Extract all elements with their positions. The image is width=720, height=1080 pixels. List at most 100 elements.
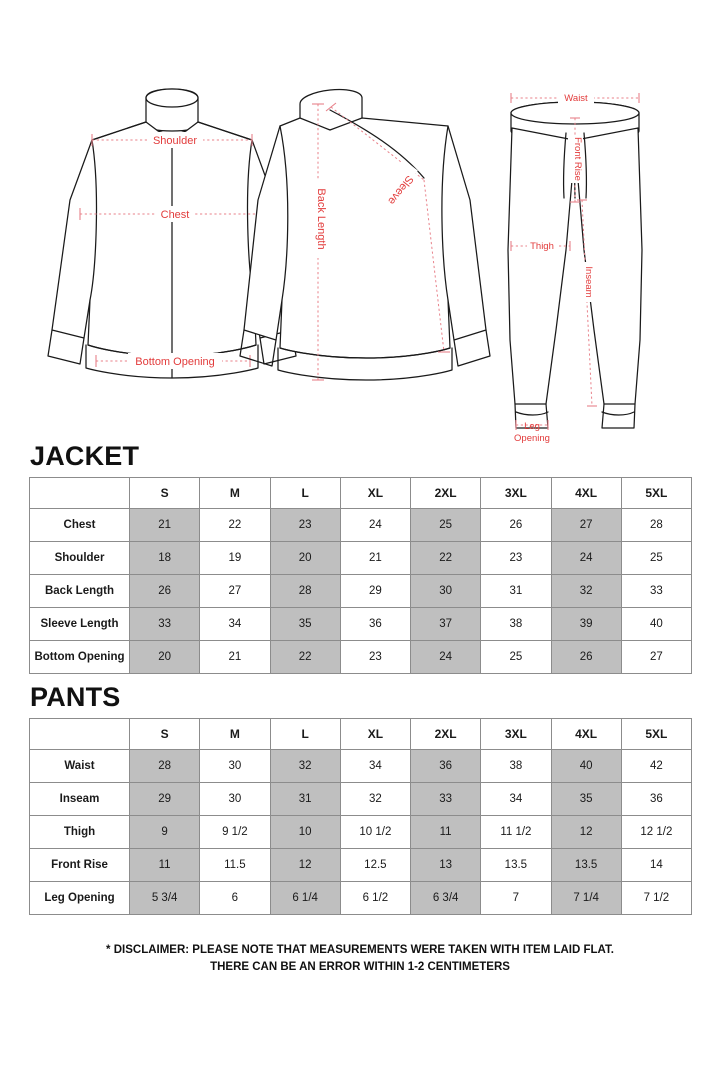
waist-measure: Waist	[510, 90, 640, 105]
jacket-row-label-back-length: Back Length	[29, 574, 130, 608]
pants-cell-leg-opening-xl: 6 1/2	[339, 881, 412, 915]
chest-label: Chest	[161, 209, 190, 221]
jacket-cell-back-length-m: 27	[199, 574, 271, 608]
jacket-column-header-2xl: 2XL	[409, 477, 482, 509]
thigh-measure: Thigh	[510, 238, 571, 253]
pants-cell-front-rise-xl: 12.5	[339, 848, 412, 882]
pants-cell-thigh-3xl: 11 1/2	[480, 815, 552, 849]
jacket-cell-chest-xl: 24	[339, 508, 412, 542]
pants-column-header-l: L	[269, 718, 341, 750]
leg-opening-label-line1: Leg	[524, 421, 540, 432]
jacket-cell-bottom-opening-3xl: 25	[480, 640, 552, 674]
pants-cell-waist-xl: 34	[339, 749, 412, 783]
jacket-cell-chest-m: 22	[199, 508, 271, 542]
pants-cell-inseam-3xl: 34	[480, 782, 552, 816]
pants-cell-leg-opening-4xl: 7 1/4	[550, 881, 622, 915]
pants-cell-thigh-m: 9 1/2	[199, 815, 271, 849]
jacket-cell-shoulder-l: 20	[269, 541, 341, 575]
jacket-cell-chest-3xl: 26	[480, 508, 552, 542]
table-row: Sleeve Length 33 34 35 36 37 38 39 40	[29, 607, 693, 641]
jacket-cell-shoulder-3xl: 23	[480, 541, 552, 575]
jacket-row-label-sleeve-length: Sleeve Length	[29, 607, 130, 641]
jacket-cell-bottom-opening-s: 20	[128, 640, 201, 674]
pants-cell-front-rise-s: 11	[128, 848, 201, 882]
front-rise-measure: Front Rise	[568, 117, 583, 203]
pants-cell-waist-l: 32	[269, 749, 341, 783]
table-row: Bottom Opening 20 21 22 23 24 25 26 27	[29, 640, 693, 674]
pants-cell-inseam-2xl: 33	[409, 782, 482, 816]
pants-cell-front-rise-2xl: 13	[409, 848, 482, 882]
jacket-cell-back-length-2xl: 30	[409, 574, 482, 608]
pants-cell-waist-s: 28	[128, 749, 201, 783]
jacket-cell-sleeve-length-5xl: 40	[620, 607, 693, 641]
pants-column-header-m: M	[199, 718, 271, 750]
jacket-cell-chest-4xl: 27	[550, 508, 622, 542]
inseam-measure: Inseam	[577, 199, 597, 407]
disclaimer-line-1: * DISCLAIMER: PLEASE NOTE THAT MEASUREME…	[106, 944, 614, 956]
jacket-column-header-s: S	[128, 477, 201, 509]
shoulder-measure: Shoulder	[91, 132, 253, 148]
pants-illustration: Waist Front Rise Thigh	[507, 90, 643, 444]
disclaimer: * DISCLAIMER: PLEASE NOTE THAT MEASUREME…	[0, 942, 720, 976]
table-row: Shoulder 18 19 20 21 22 23 24 25	[29, 541, 693, 575]
pants-cell-thigh-2xl: 11	[409, 815, 482, 849]
pants-table-corner-cell	[29, 718, 130, 750]
jacket-column-header-xl: XL	[339, 477, 412, 509]
jacket-cell-bottom-opening-xl: 23	[339, 640, 412, 674]
leg-opening-measure: Leg Opening	[514, 420, 550, 444]
jacket-cell-bottom-opening-5xl: 27	[620, 640, 693, 674]
pants-cell-leg-opening-5xl: 7 1/2	[620, 881, 693, 915]
table-row: Waist 28 30 32 34 36 38 40 42	[29, 749, 693, 783]
back-length-measure: Back Length	[310, 103, 327, 381]
jacket-cell-chest-l: 23	[269, 508, 341, 542]
table-row: Back Length 26 27 28 29 30 31 32 33	[29, 574, 693, 608]
jacket-cell-bottom-opening-l: 22	[269, 640, 341, 674]
pants-header-row: S M L XL 2XL 3XL 4XL 5XL	[29, 718, 693, 750]
bottom-opening-label: Bottom Opening	[135, 356, 215, 368]
pants-row-label-inseam: Inseam	[29, 782, 130, 816]
jacket-cell-sleeve-length-3xl: 38	[480, 607, 552, 641]
jacket-table-corner-cell	[29, 477, 130, 509]
pants-table-head: S M L XL 2XL 3XL 4XL 5XL	[29, 718, 693, 750]
table-row: Thigh 9 9 1/2 10 10 1/2 11 11 1/2 12 12 1/2	[29, 815, 693, 849]
pants-cell-thigh-l: 10	[269, 815, 341, 849]
pants-column-header-2xl: 2XL	[409, 718, 482, 750]
pants-cell-inseam-l: 31	[269, 782, 341, 816]
jacket-header-row: S M L XL 2XL 3XL 4XL 5XL	[29, 477, 693, 509]
jacket-row-label-chest: Chest	[29, 508, 130, 542]
jacket-cell-bottom-opening-4xl: 26	[550, 640, 622, 674]
pants-cell-leg-opening-s: 5 3/4	[128, 881, 201, 915]
pants-cell-front-rise-3xl: 13.5	[480, 848, 552, 882]
pants-cell-leg-opening-3xl: 7	[480, 881, 552, 915]
pants-cell-waist-4xl: 40	[550, 749, 622, 783]
jacket-cell-chest-s: 21	[128, 508, 201, 542]
jacket-table-body: Chest 21 22 23 24 25 26 27 28 Shoulder 18 19 20 21 22 2…	[29, 508, 693, 674]
pants-section-title: PANTS	[30, 682, 121, 712]
pants-row-label-waist: Waist	[29, 749, 130, 783]
front-rise-label: Front Rise	[572, 137, 583, 181]
pants-cell-inseam-5xl: 36	[620, 782, 693, 816]
jacket-cell-sleeve-length-l: 35	[269, 607, 341, 641]
jacket-row-label-shoulder: Shoulder	[29, 541, 130, 575]
pants-cell-front-rise-5xl: 14	[620, 848, 693, 882]
inseam-label: Inseam	[583, 266, 594, 297]
jacket-front-illustration: Shoulder Chest Bottom Opening	[47, 88, 297, 379]
jacket-cell-sleeve-length-s: 33	[128, 607, 201, 641]
pants-cell-thigh-4xl: 12	[550, 815, 622, 849]
pants-cell-leg-opening-2xl: 6 3/4	[409, 881, 482, 915]
pants-cell-waist-2xl: 36	[409, 749, 482, 783]
pants-cell-thigh-5xl: 12 1/2	[620, 815, 693, 849]
pants-cell-leg-opening-l: 6 1/4	[269, 881, 341, 915]
pants-column-header-3xl: 3XL	[480, 718, 552, 750]
jacket-cell-chest-5xl: 28	[620, 508, 693, 542]
jacket-table-head: S M L XL 2XL 3XL 4XL 5XL	[29, 477, 693, 509]
jacket-column-header-3xl: 3XL	[480, 477, 552, 509]
jacket-size-table: S M L XL 2XL 3XL 4XL 5XL Chest 21 22 23 24 25 26 27 28 S…	[29, 477, 693, 674]
pants-cell-waist-m: 30	[199, 749, 271, 783]
jacket-column-header-4xl: 4XL	[550, 477, 622, 509]
jacket-cell-shoulder-m: 19	[199, 541, 271, 575]
jacket-cell-back-length-5xl: 33	[620, 574, 693, 608]
jacket-cell-shoulder-s: 18	[128, 541, 201, 575]
bottom-opening-measure: Bottom Opening	[95, 353, 251, 369]
pants-row-label-front-rise: Front Rise	[29, 848, 130, 882]
